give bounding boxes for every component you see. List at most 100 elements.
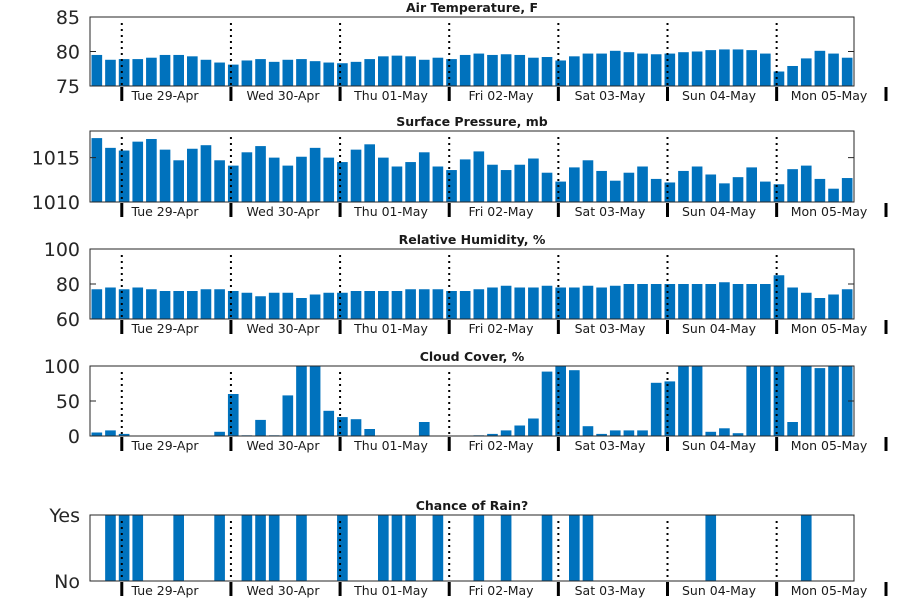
- data-bar: [255, 296, 266, 319]
- data-bar: [691, 166, 703, 202]
- data-bar: [664, 182, 676, 202]
- data-bar: [760, 181, 771, 202]
- data-bar: [378, 56, 389, 86]
- data-bar: [405, 162, 416, 202]
- data-bar: [773, 71, 785, 86]
- data-bar: [555, 287, 566, 319]
- chart-title: Cloud Cover, %: [420, 349, 525, 364]
- data-bar: [268, 61, 280, 86]
- x-day-label: Wed 30-Apr: [247, 204, 321, 219]
- x-day-label: Mon 05-May: [791, 204, 868, 219]
- data-bar: [391, 55, 403, 86]
- data-bar: [118, 289, 130, 319]
- data-bar: [732, 284, 744, 319]
- data-bar: [187, 148, 198, 202]
- data-bar: [609, 430, 621, 436]
- data-bar: [255, 146, 266, 202]
- data-bar: [296, 298, 307, 319]
- data-bar: [241, 515, 253, 581]
- data-bar: [719, 183, 730, 202]
- x-day-label: Mon 05-May: [791, 438, 868, 453]
- data-bar: [323, 410, 335, 436]
- data-bar: [459, 159, 471, 202]
- data-bar: [309, 294, 321, 319]
- data-bar: [541, 285, 553, 319]
- y-tick-label: 80: [56, 42, 80, 64]
- data-bar: [378, 515, 389, 581]
- data-bar: [800, 515, 812, 581]
- chart-panel: Air Temperature, F 75 80 85 Tue 29-Apr Wed 30…: [56, 0, 888, 103]
- data-bar: [582, 53, 594, 86]
- y-tick-label: 100: [44, 239, 80, 261]
- y-tick-label: Yes: [48, 505, 80, 527]
- x-day-label: Mon 05-May: [791, 321, 868, 336]
- x-day-label: Fri 02-May: [468, 204, 534, 219]
- x-day-label: Thu 01-May: [353, 88, 428, 103]
- data-bar: [664, 381, 676, 436]
- data-bar: [609, 50, 621, 86]
- data-bar: [473, 515, 485, 581]
- data-bar: [132, 515, 144, 581]
- data-bar: [118, 59, 130, 86]
- x-day-label: Thu 01-May: [353, 583, 428, 598]
- data-bar: [146, 138, 157, 202]
- data-bar: [800, 292, 812, 319]
- data-bar: [378, 291, 389, 319]
- chart-title: Air Temperature, F: [406, 0, 538, 15]
- data-bar: [446, 291, 457, 319]
- y-tick-label: 60: [56, 309, 80, 331]
- data-bar: [487, 433, 498, 436]
- data-bar: [105, 430, 116, 436]
- data-bar: [691, 284, 703, 319]
- data-bar: [309, 147, 321, 202]
- data-bar: [814, 178, 826, 202]
- data-bar: [773, 275, 785, 319]
- chart-title: Surface Pressure, mb: [396, 114, 548, 129]
- data-bar: [760, 284, 771, 319]
- data-bar: [418, 59, 430, 86]
- data-bar: [350, 419, 362, 436]
- data-bar: [800, 58, 812, 86]
- data-bar: [623, 284, 635, 319]
- data-bar: [337, 292, 348, 319]
- data-bar: [350, 149, 362, 202]
- data-bar: [678, 170, 689, 202]
- data-bar: [214, 289, 225, 319]
- data-bar: [664, 284, 676, 319]
- x-day-label: Tue 29-Apr: [130, 321, 199, 336]
- data-bar: [828, 53, 839, 86]
- data-bar: [760, 53, 771, 86]
- data-bar: [405, 515, 416, 581]
- x-day-label: Wed 30-Apr: [247, 583, 321, 598]
- data-bar: [609, 180, 621, 202]
- data-bar: [214, 515, 225, 581]
- data-bar: [391, 291, 403, 319]
- data-bar: [514, 287, 526, 319]
- data-bar: [391, 166, 403, 202]
- data-bar: [432, 289, 444, 319]
- data-bar: [814, 298, 826, 319]
- chart-panel: Relative Humidity, % 60 80 100 Tue 29-Apr Wed…: [44, 232, 888, 336]
- data-bar: [746, 284, 757, 319]
- x-day-label: Tue 29-Apr: [130, 88, 199, 103]
- data-bar: [841, 366, 853, 436]
- data-bar: [800, 366, 812, 436]
- data-bar: [132, 59, 144, 86]
- data-bar: [378, 157, 389, 203]
- x-day-label: Sat 03-May: [575, 88, 646, 103]
- data-bar: [296, 515, 307, 581]
- x-day-label: Fri 02-May: [468, 88, 534, 103]
- data-bar: [159, 291, 171, 319]
- x-day-label: Mon 05-May: [791, 88, 868, 103]
- data-bar: [623, 52, 635, 86]
- data-bar: [500, 54, 512, 86]
- data-bar: [569, 287, 580, 319]
- data-bar: [514, 425, 526, 436]
- data-bar: [732, 49, 744, 86]
- data-bar: [555, 366, 566, 436]
- data-bar: [569, 167, 580, 202]
- y-tick-label: 1015: [32, 148, 80, 170]
- data-bar: [678, 366, 689, 436]
- data-bar: [719, 49, 730, 86]
- data-bar: [569, 370, 580, 436]
